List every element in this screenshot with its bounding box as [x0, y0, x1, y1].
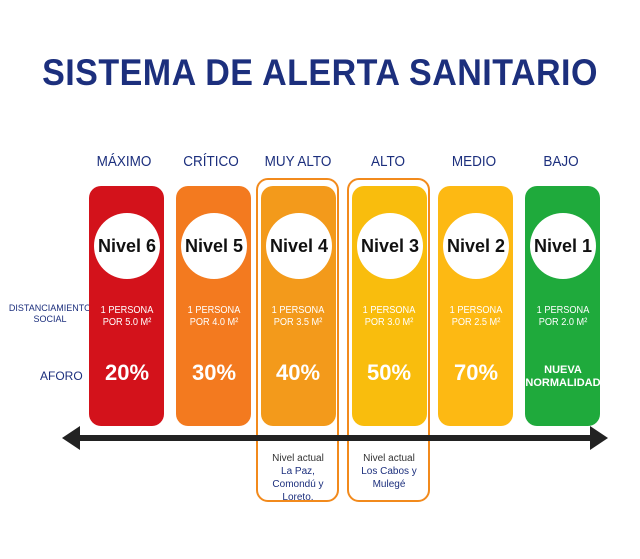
aforo-4: 40% [275, 360, 321, 385]
scale-arrow-line [76, 435, 596, 441]
current-level-places: La Paz, Comondú y Loreto. [272, 466, 324, 503]
distanciamiento-3: 1 PERSONA POR 3.0 M² [362, 305, 416, 328]
level-name-alto: ALTO [370, 153, 406, 170]
level-name-bajo: BAJO [543, 153, 579, 170]
level-badge-6: Nivel 6 [94, 213, 160, 279]
arrow-left-icon [62, 426, 80, 450]
level-name-muy-alto: MUY ALTO [264, 153, 332, 170]
distanciamiento-1: 1 PERSONA POR 2.0 M² [536, 305, 590, 328]
row-label-aforo: AFORO [40, 369, 83, 383]
page-title: SISTEMA DE ALERTA SANITARIO [42, 52, 598, 93]
aforo-5: 30% [191, 360, 237, 385]
level-badge-4: Nivel 4 [266, 213, 332, 279]
distanciamiento-5: 1 PERSONA POR 4.0 M² [187, 305, 241, 328]
current-level-highlight-3 [347, 178, 430, 502]
current-level-label: Nivel actual [363, 453, 415, 464]
level-badge-2: Nivel 2 [443, 213, 509, 279]
distanciamiento-4: 1 PERSONA POR 3.5 M² [271, 305, 325, 328]
current-level-highlight-4 [256, 178, 339, 502]
current-level-places: Los Cabos y Mulegé [361, 466, 417, 490]
current-level-label: Nivel actual [272, 453, 324, 464]
level-badge-3: Nivel 3 [357, 213, 423, 279]
aforo-3: 50% [366, 360, 412, 385]
current-level-caption-3: Nivel actual Los Cabos y Mulegé [349, 452, 429, 491]
level-badge-5: Nivel 5 [181, 213, 247, 279]
aforo-1: NUEVA NORMALIDAD [525, 364, 601, 389]
level-name-maximo: MÁXIMO [96, 153, 152, 170]
row-label-distanciamiento: DISTANCIAMIENTO SOCIAL [8, 303, 92, 324]
current-level-caption-4: Nivel actual La Paz, Comondú y Loreto. [258, 452, 338, 504]
distanciamiento-2: 1 PERSONA POR 2.5 M² [449, 305, 503, 328]
aforo-6: 20% [104, 360, 150, 385]
arrow-right-icon [590, 426, 608, 450]
level-badge-1: Nivel 1 [530, 213, 596, 279]
distanciamiento-6: 1 PERSONA POR 5.0 M² [100, 305, 154, 328]
level-name-critico: CRÍTICO [183, 153, 239, 170]
level-name-medio: MEDIO [451, 153, 497, 170]
aforo-2: 70% [453, 360, 499, 385]
